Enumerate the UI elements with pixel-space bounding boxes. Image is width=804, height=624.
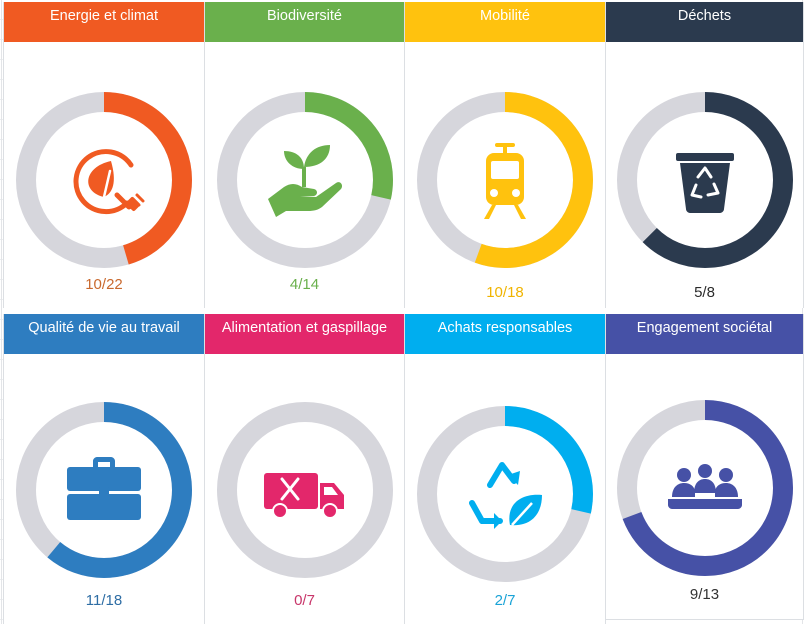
card-header: Mobilité xyxy=(405,2,605,42)
donut-progress xyxy=(216,92,393,268)
card-qualite-vie-travail[interactable]: Qualité de vie au travail 11/18 xyxy=(3,314,205,624)
donut-chart xyxy=(14,400,194,580)
card-score: 2/7 xyxy=(494,592,516,609)
card-engagement-societal[interactable]: Engagement sociétal 9/13 xyxy=(605,314,804,620)
donut-progress xyxy=(616,92,793,268)
card-mobilite[interactable]: Mobilité 10/18 xyxy=(404,2,606,308)
donut-svg xyxy=(417,92,593,268)
donut-progress xyxy=(16,92,192,268)
recycle-leaf-icon xyxy=(462,451,548,537)
donut-progress xyxy=(417,92,593,268)
sheet-gridline xyxy=(802,0,803,624)
donut-chart xyxy=(215,400,395,580)
card-alimentation-gaspillage[interactable]: Alimentation et gaspillage 0/7 xyxy=(204,314,405,624)
donut-chart xyxy=(415,404,595,584)
card-score: 9/13 xyxy=(689,586,720,603)
card-biodiversite[interactable]: Biodiversité 4/14 xyxy=(204,2,405,308)
card-header: Déchets xyxy=(606,2,803,42)
donut-svg xyxy=(216,402,393,578)
card-header: Biodiversité xyxy=(205,2,404,42)
donut-chart xyxy=(615,398,795,578)
donut-progress xyxy=(417,406,593,582)
donut-svg xyxy=(616,92,793,268)
card-header: Alimentation et gaspillage xyxy=(205,314,404,354)
donut-chart xyxy=(14,90,194,270)
donut-svg xyxy=(216,92,393,268)
donut-chart xyxy=(215,90,395,270)
plant-hand-icon xyxy=(262,137,348,223)
recycle-bin-icon xyxy=(662,137,748,223)
donut-svg xyxy=(616,400,793,576)
donut-svg xyxy=(16,92,192,268)
donut-chart xyxy=(415,90,595,270)
briefcase-icon xyxy=(61,447,147,533)
donut-chart xyxy=(615,90,795,270)
card-score: 0/7 xyxy=(294,592,315,609)
card-header: Qualité de vie au travail xyxy=(4,314,204,354)
people-meeting-icon xyxy=(662,445,748,531)
donut-track xyxy=(216,402,393,578)
energy-leaf-plug-icon xyxy=(61,137,147,223)
card-score: 10/22 xyxy=(85,276,123,293)
card-score: 4/14 xyxy=(289,276,320,293)
card-dechets[interactable]: Déchets 5/8 xyxy=(605,2,804,308)
donut-svg xyxy=(16,402,192,578)
card-score: 10/18 xyxy=(486,284,524,301)
card-score: 11/18 xyxy=(85,592,123,609)
card-header: Achats responsables xyxy=(405,314,605,354)
card-achats-responsables[interactable]: Achats responsables 2/7 xyxy=(404,314,606,624)
card-energie-climat[interactable]: Energie et climat 10/22 xyxy=(3,2,205,308)
donut-progress xyxy=(616,400,793,576)
card-score: 5/8 xyxy=(694,284,715,301)
card-header: Energie et climat xyxy=(4,2,204,42)
tram-icon xyxy=(462,137,548,223)
donut-svg xyxy=(417,406,593,582)
food-truck-icon xyxy=(262,447,348,533)
card-header: Engagement sociétal xyxy=(606,314,803,354)
sheet-gridline xyxy=(1,0,2,624)
donut-progress xyxy=(16,402,192,578)
